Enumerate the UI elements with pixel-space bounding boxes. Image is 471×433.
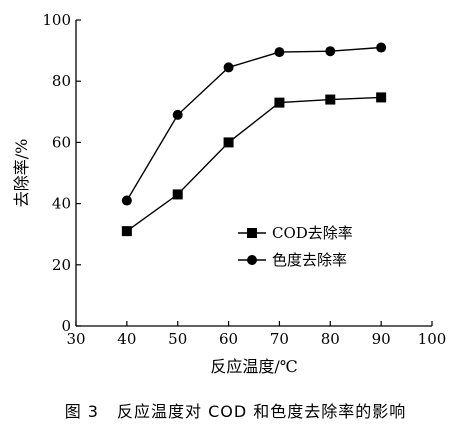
x-axis-label: 反应温度/℃ [210, 357, 297, 376]
x-tick-label: 30 [66, 330, 85, 348]
data-point [223, 62, 234, 73]
x-tick-label: 90 [372, 330, 391, 348]
data-point [121, 195, 132, 206]
legend-label: COD去除率 [272, 224, 353, 242]
y-tick-label: 20 [52, 256, 71, 274]
y-tick-label: 100 [42, 11, 71, 29]
figure-number: 图 3 [64, 402, 99, 421]
x-tick-label: 40 [117, 330, 136, 348]
y-axis-label: 去除率/% [12, 139, 31, 208]
legend-item: 色度去除率 [238, 251, 347, 269]
series-cod [121, 92, 387, 237]
figure-caption: 图 3 反应温度对 COD 和色度去除率的影响 [0, 398, 471, 422]
data-point [376, 42, 387, 53]
data-point [223, 137, 234, 148]
y-tick-label: 40 [52, 195, 71, 213]
y-tick-label: 80 [52, 72, 71, 90]
data-point [172, 109, 183, 120]
y-tick-label: 0 [61, 317, 71, 335]
data-point [325, 94, 336, 105]
chart-ticks: 30 40 50 60 70 80 90 100 0 20 40 60 80 100 [42, 11, 446, 348]
x-tick-label: 80 [321, 330, 340, 348]
x-tick-label: 60 [219, 330, 238, 348]
y-tick-label: 60 [52, 133, 71, 151]
series-line [126, 96, 382, 232]
legend-item: COD去除率 [238, 224, 353, 242]
legend-label: 色度去除率 [272, 251, 347, 269]
chart-series [121, 42, 387, 237]
series-color [121, 42, 387, 206]
data-point [121, 226, 132, 237]
legend-marker [247, 255, 257, 265]
x-tick-label: 50 [168, 330, 187, 348]
x-tick-label: 70 [270, 330, 289, 348]
data-point [325, 46, 336, 57]
data-point [274, 97, 285, 108]
legend-marker [247, 228, 257, 238]
figure-caption-text: 反应温度对 COD 和色度去除率的影响 [117, 402, 407, 421]
data-point [274, 47, 285, 58]
series-line [126, 46, 382, 201]
data-point [172, 189, 183, 200]
chart-axes [75, 20, 432, 327]
data-point [376, 92, 387, 103]
x-tick-label: 100 [418, 330, 447, 348]
